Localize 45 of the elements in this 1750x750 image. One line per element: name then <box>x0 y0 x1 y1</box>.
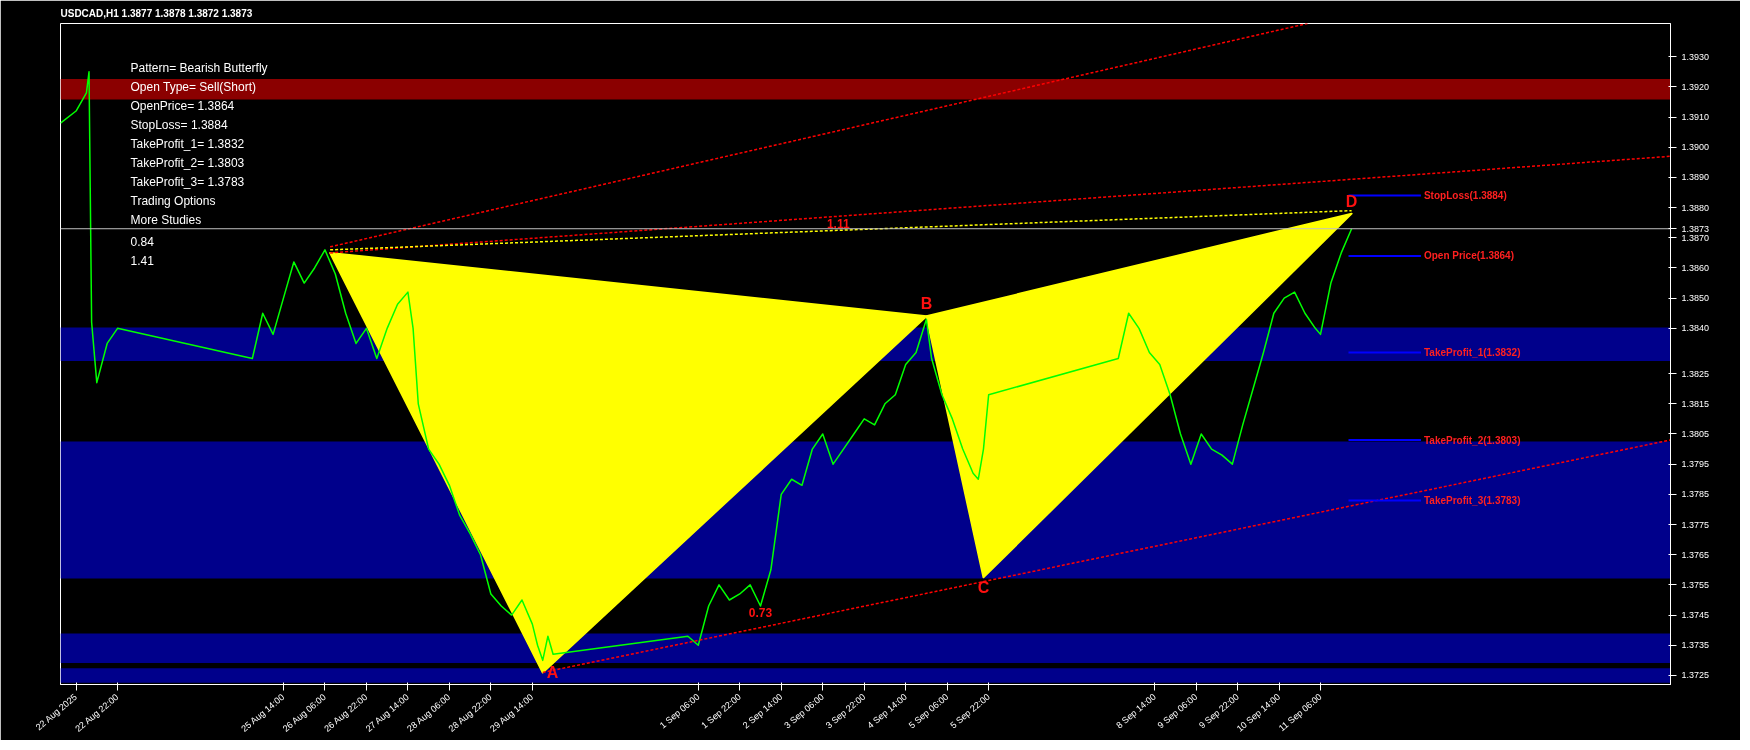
y-tick-label: 1.3890 <box>1681 172 1710 183</box>
annotation: TakeProfit_3= 1.3783 <box>130 174 245 189</box>
y-tick-label: 1.3805 <box>1681 428 1710 439</box>
chart-title: USDCAD,H1 1.3877 1.3878 1.3872 1.3873 <box>60 7 253 19</box>
y-tick-label: 1.3870 <box>1681 232 1710 243</box>
y-tick-label: 1.3735 <box>1681 640 1710 651</box>
annotation: 1.11 <box>826 216 850 231</box>
ref-line-label: TakeProfit_1(1.3832) <box>1423 346 1521 358</box>
y-tick-label: 1.3900 <box>1681 142 1710 153</box>
y-tick-label: 1.3825 <box>1681 368 1710 379</box>
annotation: 0.73 <box>748 606 773 621</box>
annotation: D <box>1345 192 1358 210</box>
annotation: A <box>546 663 559 681</box>
annotation: Open Type= Sell(Short) <box>130 79 257 94</box>
y-tick-label: 1.3873 <box>1681 223 1710 234</box>
y-tick-label: 1.3775 <box>1681 519 1710 530</box>
annotation: More Studies <box>130 212 202 227</box>
annotation: TakeProfit_2= 1.3803 <box>130 155 245 170</box>
annotation: OpenPrice= 1.3864 <box>130 98 235 113</box>
y-tick-label: 1.3745 <box>1681 610 1710 621</box>
y-tick-label: 1.3920 <box>1681 81 1710 92</box>
y-tick-label: 1.3725 <box>1681 670 1710 681</box>
y-tick-label: 1.3910 <box>1681 112 1710 123</box>
y-tick-label: 1.3795 <box>1681 459 1710 470</box>
y-tick-label: 1.3930 <box>1681 51 1710 62</box>
y-tick-label: 1.3755 <box>1681 579 1710 590</box>
y-tick-label: 1.3880 <box>1681 202 1710 213</box>
ref-line-label: TakeProfit_2(1.3803) <box>1423 434 1521 446</box>
y-tick-label: 1.3765 <box>1681 549 1710 560</box>
y-tick-label: 1.3840 <box>1681 323 1710 334</box>
y-tick-label: 1.3860 <box>1681 262 1710 273</box>
annotation: StopLoss= 1.3884 <box>130 117 228 132</box>
annotation: Trading Options <box>130 193 216 208</box>
ref-line-label: StopLoss(1.3884) <box>1423 190 1507 202</box>
annotation: 1.41 <box>130 253 155 268</box>
annotation: C <box>977 579 990 597</box>
ref-line-label: TakeProfit_3(1.3783) <box>1423 494 1521 506</box>
ref-line-label: Open Price(1.3864) <box>1423 250 1514 262</box>
y-tick-label: 1.3785 <box>1681 489 1710 500</box>
annotation: B <box>920 295 933 313</box>
annotation: 0.84 <box>130 234 155 249</box>
y-tick-label: 1.3850 <box>1681 293 1710 304</box>
y-tick-label: 1.3815 <box>1681 398 1710 409</box>
annotation: TakeProfit_1= 1.3832 <box>130 136 245 151</box>
annotation: Pattern= Bearish Butterfly <box>130 60 268 75</box>
